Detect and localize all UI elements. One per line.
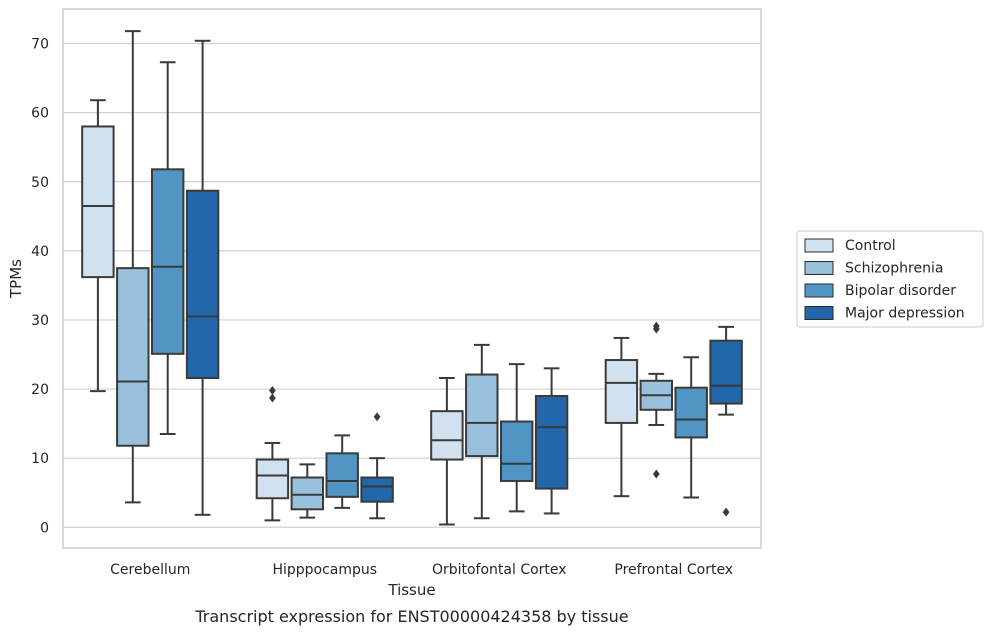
iqr-box	[430, 410, 464, 461]
outlier-point	[652, 469, 660, 479]
legend-swatch	[804, 306, 834, 320]
box-plot-series	[81, 30, 743, 526]
legend-swatch	[804, 283, 834, 298]
x-tick-label: Cerebellum	[110, 562, 190, 578]
y-tick-label: 30	[31, 313, 49, 329]
outlier-point	[722, 507, 730, 517]
iqr-box	[534, 394, 569, 490]
y-tick-label: 60	[31, 106, 49, 122]
y-tick-label: 20	[31, 382, 49, 398]
legend: Control Schizophrenia Bipolar disorder Majo…	[796, 230, 984, 328]
y-tick-label: 40	[31, 244, 49, 260]
y-axis-label: TPMs	[7, 259, 25, 299]
box-control-2	[430, 377, 464, 526]
legend-label: Control	[845, 238, 896, 254]
y-tick-label: 10	[31, 451, 49, 467]
legend-label: Bipolar disorder	[845, 283, 956, 299]
box-major-depression-1	[360, 412, 394, 520]
iqr-box	[360, 476, 394, 503]
box-major-depression-2	[534, 367, 569, 515]
box-control-1	[255, 385, 290, 522]
iqr-box	[81, 125, 115, 279]
legend-label: Schizophrenia	[845, 261, 943, 277]
iqr-box	[499, 420, 534, 482]
y-tick-label: 50	[31, 175, 49, 191]
legend-swatch	[804, 238, 834, 253]
outlier-point	[269, 393, 276, 403]
iqr-box	[150, 168, 185, 355]
iqr-box	[674, 386, 708, 439]
outlier-point	[269, 385, 276, 395]
box-schizophrenia-0	[116, 30, 150, 504]
legend-label: Major depression	[845, 306, 965, 322]
legend-item: Control	[804, 238, 896, 254]
chart-title: Transcript expression for ENST0000042435…	[194, 607, 628, 626]
legend-item: Major depression	[804, 306, 965, 322]
plot-frame	[62, 8, 762, 549]
box-schizophrenia-3	[639, 321, 674, 479]
legend-frame	[796, 230, 984, 328]
box-bipolar-disorder-0	[150, 61, 185, 435]
iqr-box	[116, 267, 150, 447]
outlier-point	[652, 321, 660, 331]
box-schizophrenia-1	[290, 463, 325, 519]
box-control-0	[81, 99, 115, 393]
iqr-box	[290, 476, 325, 511]
y-tick-label: 0	[40, 520, 49, 536]
x-axis-label: Tissue	[387, 581, 435, 599]
iqr-box	[709, 339, 743, 405]
x-axis-ticks: Cerebellum Hipppocampus Orbitofontal Corte…	[110, 562, 733, 578]
x-tick-label: Prefrontal Cortex	[614, 562, 733, 578]
box-control-3	[604, 336, 639, 498]
x-tick-label: Hipppocampus	[272, 562, 377, 578]
iqr-box	[465, 373, 499, 458]
box-schizophrenia-2	[465, 343, 499, 520]
box-bipolar-disorder-3	[674, 356, 708, 499]
box-bipolar-disorder-2	[499, 363, 534, 513]
iqr-box	[255, 458, 290, 500]
legend-item: Schizophrenia	[804, 261, 943, 277]
box-major-depression-3	[709, 325, 743, 517]
y-tick-label: 70	[31, 37, 49, 53]
legend-swatch	[804, 261, 834, 275]
iqr-box	[325, 452, 359, 498]
x-tick-label: Orbitofontal Cortex	[432, 562, 567, 578]
outlier-point	[373, 412, 381, 422]
y-axis-ticks: 0 10 20 30 40 50 60 70	[31, 37, 49, 537]
box-bipolar-disorder-1	[325, 434, 359, 509]
legend-item: Bipolar disorder	[804, 283, 956, 299]
iqr-box	[604, 359, 639, 424]
iqr-box	[185, 189, 220, 380]
box-major-depression-0	[185, 39, 220, 516]
